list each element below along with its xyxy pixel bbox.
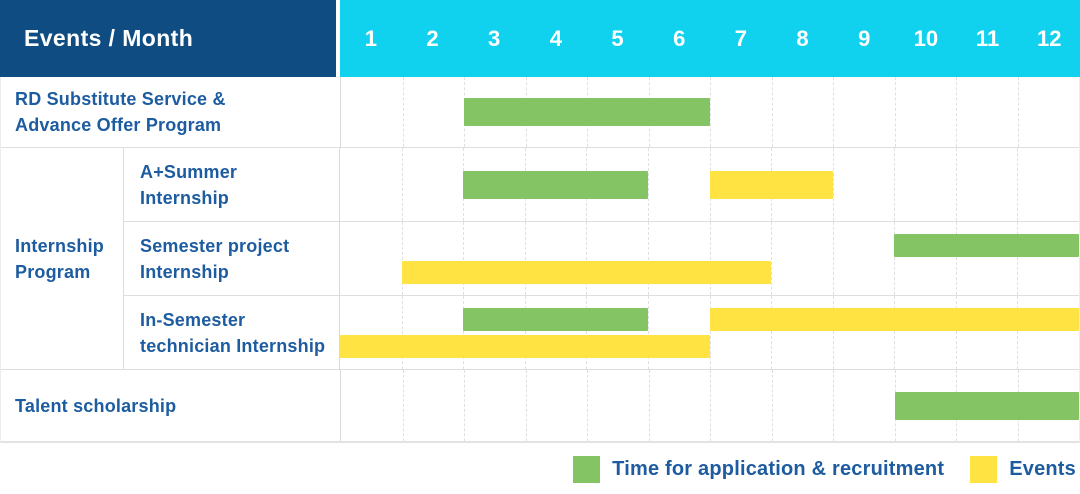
legend-item-events: Events: [970, 456, 1076, 483]
row-semester-project: Semester project Internship: [124, 221, 1079, 295]
event-bar: [401, 260, 772, 284]
row-label: A+Summer Internship: [140, 161, 238, 208]
event-bar: [340, 334, 710, 358]
group-label: Internship Program: [15, 235, 105, 282]
legend-item-application: Time for application & recruitment: [573, 456, 944, 483]
bar-lane: [341, 98, 1079, 126]
event-bar: [709, 307, 1079, 331]
row-label-cell: RD Substitute Service & Advance Offer Pr…: [1, 77, 340, 147]
application-recruitment-bar: [894, 233, 1079, 257]
month-header-8: 8: [796, 25, 809, 51]
gantt-lane-talent-scholarship: [340, 370, 1079, 441]
bar-lane: [340, 233, 1079, 257]
row-label: RD Substitute Service & Advance Offer Pr…: [15, 89, 226, 135]
legend-label: Time for application & recruitment: [612, 458, 945, 480]
events-color-swatch: [970, 456, 998, 483]
application-recruitment-bar: [463, 170, 648, 199]
bar-lane: [340, 334, 1079, 358]
row-in-semester-technician: In-Semester technician Internship: [124, 295, 1079, 369]
row-label-cell: Semester project Internship: [124, 222, 339, 295]
bar-lanes: [341, 391, 1079, 420]
event-bar: [709, 170, 833, 199]
row-label: In-Semester technician Internship: [140, 309, 326, 356]
month-header-11: 11: [975, 25, 1000, 51]
row-label-cell: Talent scholarship: [1, 370, 340, 441]
month-header-5: 5: [611, 25, 624, 51]
application-recruitment-bar: [463, 307, 648, 331]
month-header-6: 6: [673, 25, 686, 51]
events-month-header-cell: Events / Month: [0, 0, 340, 77]
legend-label: Events: [1009, 458, 1076, 480]
bar-lanes: [340, 170, 1079, 199]
month-header-7: 7: [734, 25, 747, 51]
group-label-cell: Internship Program: [1, 148, 124, 369]
gantt-lane-a-plus-summer: [339, 148, 1079, 221]
month-header-1: 1: [364, 25, 377, 51]
row-label: Semester project Internship: [140, 235, 290, 282]
internship-program-group: Internship Program A+Summer Internship S…: [1, 147, 1079, 369]
month-header-2: 2: [426, 25, 439, 51]
month-header-9: 9: [858, 25, 871, 51]
row-rd-substitute: RD Substitute Service & Advance Offer Pr…: [1, 77, 1079, 147]
bar-lane: [341, 391, 1079, 420]
row-talent-scholarship: Talent scholarship: [1, 369, 1079, 441]
bar-lane: [340, 307, 1079, 331]
gantt-lane-semester-project: [339, 222, 1079, 295]
row-label: Talent scholarship: [15, 395, 177, 416]
application-recruitment-bar: [894, 391, 1079, 420]
gantt-lane-in-semester-technician: [339, 296, 1079, 369]
bar-lanes: [340, 307, 1079, 358]
internship-subrows: A+Summer Internship Semester project Int…: [124, 148, 1079, 369]
row-a-plus-summer: A+Summer Internship: [124, 148, 1079, 221]
row-label-cell: In-Semester technician Internship: [124, 296, 339, 369]
row-label-cell: A+Summer Internship: [124, 148, 339, 221]
month-header-4: 4: [549, 25, 562, 51]
bar-lane: [340, 170, 1079, 199]
gantt-table-body: RD Substitute Service & Advance Offer Pr…: [0, 77, 1080, 443]
bar-lanes: [340, 233, 1079, 284]
page-title: Events / Month: [24, 25, 194, 51]
gantt-lane-rd-substitute: [340, 77, 1079, 147]
bar-lanes: [341, 98, 1079, 126]
application-recruitment-bar: [464, 98, 711, 126]
month-header-row: 1 2 3 4 5 6 7 8 9 10 11 12: [340, 0, 1080, 77]
application-color-swatch: [573, 456, 601, 483]
month-header-12: 12: [1036, 25, 1062, 51]
table-header: Events / Month 1 2 3 4 5 6 7 8 9 10 11 12: [0, 0, 1080, 77]
bar-lane: [340, 260, 1079, 284]
month-header-10: 10: [913, 25, 939, 51]
legend: Time for application & recruitment Event…: [0, 443, 1080, 483]
month-header-3: 3: [488, 25, 501, 51]
